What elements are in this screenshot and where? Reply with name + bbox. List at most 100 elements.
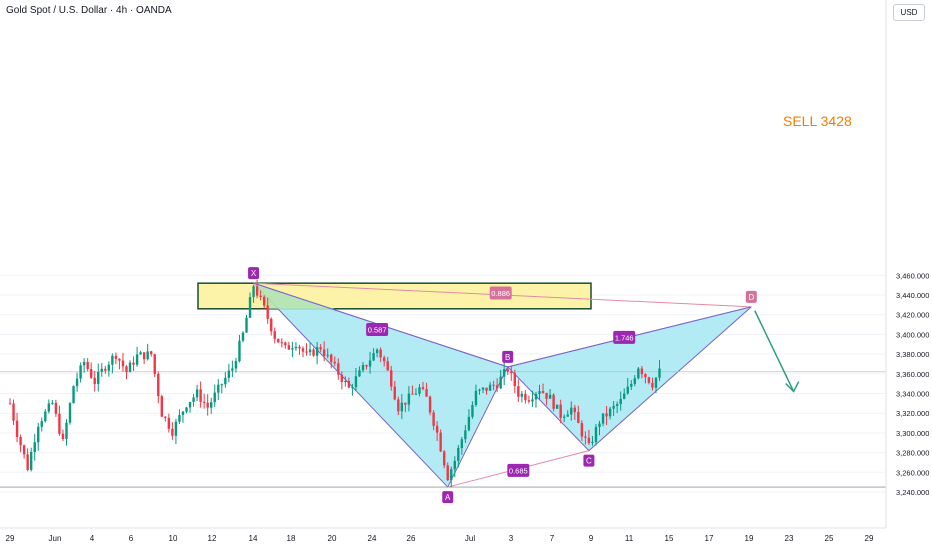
y-tick-label-9: 3,420.000 — [896, 311, 929, 320]
candle-body-13 — [54, 402, 58, 414]
candle-body-14 — [58, 413, 61, 434]
x-tick-label-11: Jul — [465, 534, 475, 543]
candle-body-112 — [404, 402, 407, 405]
candle-body-67 — [245, 317, 248, 333]
sell-arrow-head — [785, 381, 800, 393]
pattern-label-bg-X — [248, 267, 260, 280]
candle-body-158 — [566, 414, 569, 417]
ratio-label-1: 0.587 — [368, 325, 387, 334]
candle-body-124 — [446, 465, 449, 481]
candle-body-120 — [432, 412, 435, 426]
candle-body-37 — [139, 352, 142, 355]
candle-body-142 — [510, 371, 513, 374]
candle-body-64 — [234, 361, 238, 369]
candle-body-115 — [414, 393, 418, 395]
pattern-label-X: X — [251, 269, 257, 278]
candle-body-96 — [347, 380, 351, 388]
ratio-label-3: 0.685 — [509, 466, 528, 475]
currency-button[interactable]: USD — [893, 4, 925, 21]
candle-body-116 — [418, 387, 421, 394]
candle-body-177 — [633, 378, 637, 384]
candle-body-82 — [298, 346, 301, 349]
x-tick-label-8: 20 — [328, 534, 337, 543]
pattern-label-bg-C — [583, 454, 595, 467]
candle-body-113 — [407, 393, 411, 405]
candle-body-149 — [534, 393, 538, 400]
candle-body-80 — [291, 348, 294, 350]
candle-body-77 — [280, 342, 284, 344]
x-tick-label-6: 14 — [249, 534, 258, 543]
candle-body-21 — [82, 361, 86, 366]
candle-body-89 — [322, 349, 326, 356]
candle-body-52 — [192, 397, 195, 402]
candle-body-165 — [591, 441, 594, 444]
y-tick-label-1: 3,260.000 — [896, 468, 929, 477]
candle-body-15 — [61, 433, 65, 440]
candle-body-135 — [485, 387, 488, 391]
candle-body-101 — [365, 365, 368, 367]
x-tick-label-3: 6 — [129, 534, 134, 543]
candle-body-156 — [559, 404, 562, 418]
sell-arrow-line — [754, 310, 795, 392]
y-tick-label-2: 3,280.000 — [896, 449, 929, 458]
sell-annotation: SELL 3428 — [783, 113, 852, 129]
candle-body-151 — [541, 391, 545, 393]
candle-body-122 — [439, 432, 442, 452]
x-tick-label-7: 18 — [287, 534, 296, 543]
y-tick-label-7: 3,380.000 — [896, 350, 929, 359]
candle-body-153 — [548, 394, 552, 399]
candle-body-104 — [375, 349, 379, 354]
candle-body-4 — [22, 445, 26, 455]
candle-body-119 — [428, 396, 432, 413]
candle-body-125 — [450, 469, 453, 481]
candle-body-134 — [481, 387, 485, 390]
candle-body-170 — [608, 408, 612, 417]
candle-body-173 — [619, 398, 622, 405]
candle-body-128 — [460, 439, 464, 448]
candle-body-10 — [44, 411, 47, 422]
ratio-label-bg-2 — [613, 330, 636, 344]
candle-body-32 — [121, 360, 125, 367]
candle-body-69 — [252, 286, 255, 298]
x-tick-label-2: 4 — [90, 534, 95, 543]
candle-body-131 — [471, 405, 474, 417]
candle-body-102 — [368, 360, 372, 367]
y-tick-label-4: 3,320.000 — [896, 409, 929, 418]
candle-body-72 — [262, 296, 266, 306]
candle-body-68 — [248, 297, 252, 318]
candle-body-74 — [270, 318, 273, 332]
zone-overlap — [253, 283, 335, 309]
candle-body-31 — [118, 358, 121, 361]
candle-body-71 — [259, 295, 262, 297]
candle-body-144 — [517, 386, 520, 397]
x-tick-label-13: 7 — [550, 534, 555, 543]
candle-body-18 — [72, 386, 75, 404]
candle-body-51 — [188, 401, 192, 408]
candle-body-139 — [499, 376, 502, 389]
pattern-label-A: A — [445, 493, 451, 502]
candle-body-57 — [210, 402, 213, 408]
candle-body-155 — [555, 404, 559, 409]
chart-title: Gold Spot / U.S. Dollar · 4h · OANDA — [6, 5, 172, 16]
y-tick-label-6: 3,360.000 — [896, 370, 929, 379]
candle-body-160 — [573, 407, 576, 413]
candle-body-174 — [623, 393, 626, 399]
x-tick-label-5: 12 — [208, 534, 217, 543]
candle-body-100 — [361, 365, 365, 371]
candle-body-184 — [658, 368, 661, 378]
pattern-label-B: B — [505, 353, 510, 362]
candle-body-9 — [40, 421, 43, 427]
candle-body-78 — [284, 342, 287, 346]
candle-body-137 — [492, 384, 495, 386]
ratio-label-0: 0.886 — [491, 289, 510, 298]
candle-body-109 — [393, 386, 396, 400]
ratio-label-2: 1.746 — [615, 333, 634, 342]
pattern-label-bg-D — [745, 290, 757, 303]
candle-body-132 — [474, 390, 478, 406]
candle-body-85 — [308, 349, 312, 353]
candle-body-11 — [47, 403, 51, 412]
candle-body-146 — [524, 393, 527, 401]
candle-body-141 — [506, 369, 509, 372]
candle-body-130 — [467, 416, 471, 431]
